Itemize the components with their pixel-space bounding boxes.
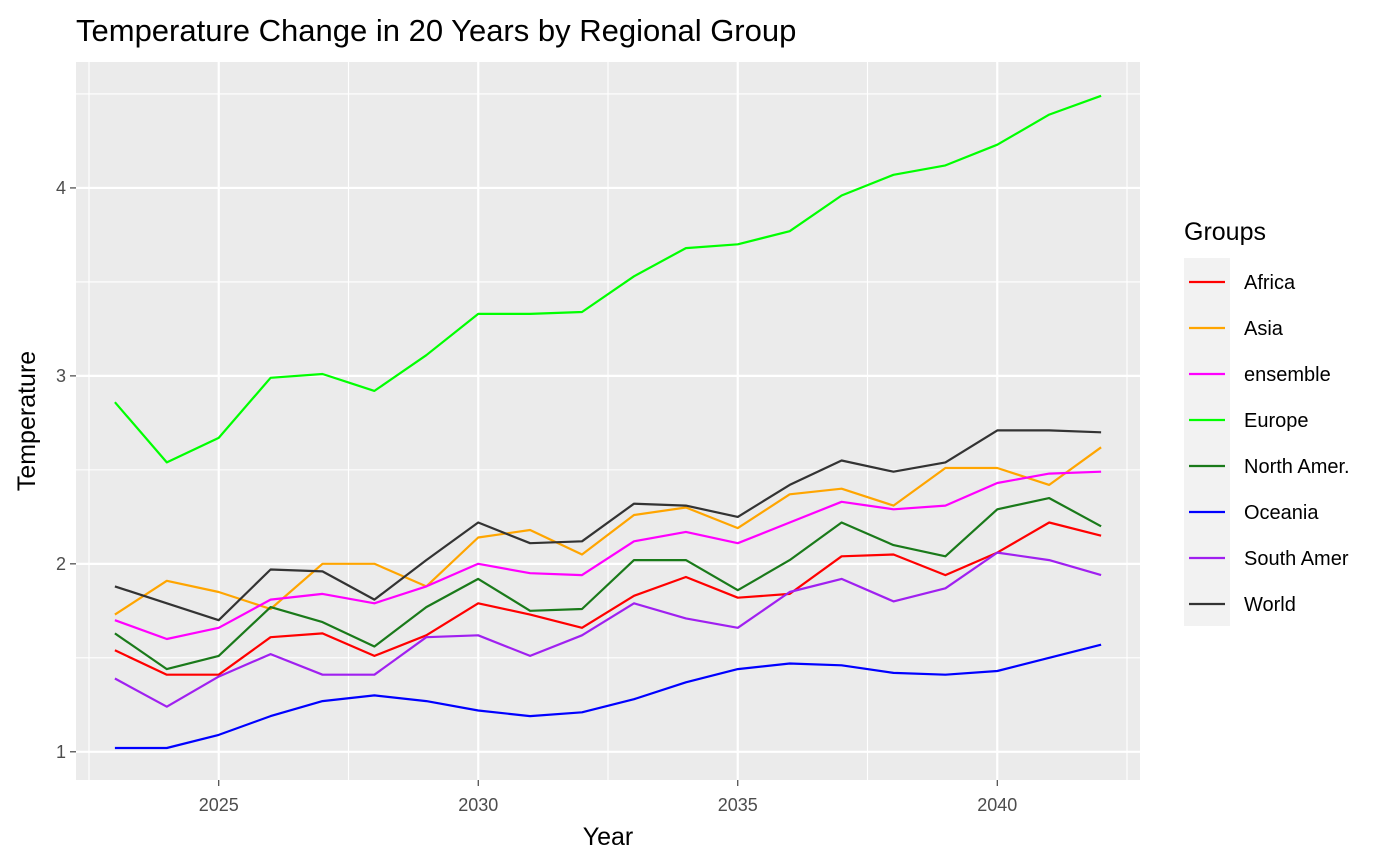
series-line-north-amer — [114, 497, 1102, 671]
series-line-asia — [114, 446, 1102, 616]
y-tick-label: 2 — [56, 554, 66, 574]
x-axis-title: Year — [583, 823, 634, 851]
series-line-oceania — [114, 643, 1102, 750]
y-tick-label: 4 — [56, 178, 66, 198]
y-tick-label: 1 — [56, 742, 66, 762]
legend-label: Europe — [1244, 410, 1309, 432]
series-line-europe — [114, 94, 1102, 464]
x-tick-label: 2040 — [977, 795, 1017, 815]
legend-label: World — [1244, 594, 1296, 616]
x-tick-label: 2035 — [718, 795, 758, 815]
y-axis-title: Temperature — [13, 351, 41, 491]
legend-label: Africa — [1244, 272, 1296, 294]
legend-title: Groups — [1184, 218, 1266, 246]
y-axis-ticks: 1 2 3 4 — [56, 178, 76, 762]
minor-gridlines — [76, 62, 1140, 780]
x-tick-label: 2025 — [199, 795, 239, 815]
x-axis-ticks: 2025 2030 2035 2040 — [199, 780, 1017, 815]
legend-label: North Amer. — [1244, 456, 1350, 478]
series-lines — [114, 94, 1102, 750]
series-line-world — [114, 429, 1102, 622]
y-tick-label: 3 — [56, 366, 66, 386]
series-line-south-amer — [114, 551, 1102, 708]
chart-title: Temperature Change in 20 Years by Region… — [76, 13, 796, 48]
x-tick-label: 2030 — [458, 795, 498, 815]
legend-key-background — [1184, 258, 1230, 626]
series-line-ensemble — [114, 470, 1102, 641]
legend-label: ensemble — [1244, 364, 1331, 386]
series-line-africa — [114, 521, 1102, 676]
legend-label: Oceania — [1244, 502, 1319, 524]
legend-items: Africa Asia ensemble Europe North Amer. Ocean… — [1189, 272, 1350, 616]
major-gridlines — [76, 62, 1140, 780]
legend: Groups Africa Asia ensemble Europe North Ame… — [1184, 218, 1350, 626]
legend-label: Asia — [1244, 318, 1284, 340]
legend-label: South Amer — [1244, 548, 1349, 570]
